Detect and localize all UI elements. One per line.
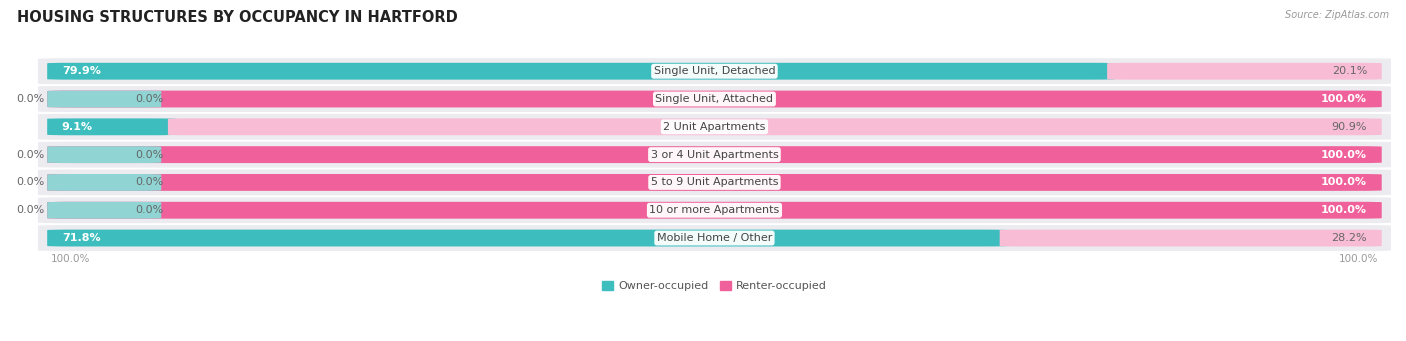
Text: 100.0%: 100.0%: [1322, 177, 1367, 188]
Text: 100.0%: 100.0%: [1322, 94, 1367, 104]
Text: 100.0%: 100.0%: [51, 254, 90, 264]
Text: 28.2%: 28.2%: [1331, 233, 1367, 243]
FancyBboxPatch shape: [48, 202, 162, 219]
Text: 0.0%: 0.0%: [136, 177, 165, 188]
Text: 0.0%: 0.0%: [136, 205, 165, 215]
Text: 0.0%: 0.0%: [136, 94, 165, 104]
Text: 10 or more Apartments: 10 or more Apartments: [650, 205, 779, 215]
Text: 0.0%: 0.0%: [17, 150, 45, 160]
Text: 9.1%: 9.1%: [62, 122, 93, 132]
Text: 79.9%: 79.9%: [62, 66, 101, 76]
FancyBboxPatch shape: [48, 91, 162, 107]
Text: HOUSING STRUCTURES BY OCCUPANCY IN HARTFORD: HOUSING STRUCTURES BY OCCUPANCY IN HARTF…: [17, 10, 457, 25]
FancyBboxPatch shape: [38, 58, 1391, 84]
Text: 0.0%: 0.0%: [136, 150, 165, 160]
Text: 100.0%: 100.0%: [1322, 150, 1367, 160]
FancyBboxPatch shape: [38, 225, 1391, 251]
Text: 0.0%: 0.0%: [17, 205, 45, 215]
FancyBboxPatch shape: [38, 169, 1391, 195]
Text: 0.0%: 0.0%: [17, 177, 45, 188]
FancyBboxPatch shape: [48, 202, 1382, 219]
Legend: Owner-occupied, Renter-occupied: Owner-occupied, Renter-occupied: [602, 281, 827, 291]
FancyBboxPatch shape: [48, 174, 1382, 191]
Text: Single Unit, Attached: Single Unit, Attached: [655, 94, 773, 104]
Text: 0.0%: 0.0%: [17, 94, 45, 104]
Text: Single Unit, Detached: Single Unit, Detached: [654, 66, 775, 76]
Text: 5 to 9 Unit Apartments: 5 to 9 Unit Apartments: [651, 177, 778, 188]
Text: 90.9%: 90.9%: [1331, 122, 1367, 132]
Text: 3 or 4 Unit Apartments: 3 or 4 Unit Apartments: [651, 150, 779, 160]
Text: 20.1%: 20.1%: [1331, 66, 1367, 76]
Text: 100.0%: 100.0%: [1339, 254, 1378, 264]
Text: 71.8%: 71.8%: [62, 233, 100, 243]
FancyBboxPatch shape: [1000, 229, 1382, 247]
FancyBboxPatch shape: [48, 146, 1382, 163]
FancyBboxPatch shape: [167, 118, 1382, 135]
FancyBboxPatch shape: [38, 86, 1391, 112]
FancyBboxPatch shape: [38, 197, 1391, 223]
Text: 2 Unit Apartments: 2 Unit Apartments: [664, 122, 766, 132]
FancyBboxPatch shape: [48, 146, 162, 163]
Text: 100.0%: 100.0%: [1322, 205, 1367, 215]
FancyBboxPatch shape: [38, 142, 1391, 167]
FancyBboxPatch shape: [38, 114, 1391, 140]
Text: Source: ZipAtlas.com: Source: ZipAtlas.com: [1285, 10, 1389, 20]
FancyBboxPatch shape: [48, 91, 1382, 107]
FancyBboxPatch shape: [48, 174, 162, 191]
FancyBboxPatch shape: [1107, 63, 1382, 80]
FancyBboxPatch shape: [48, 229, 1008, 247]
FancyBboxPatch shape: [48, 63, 1115, 80]
FancyBboxPatch shape: [48, 118, 176, 135]
Text: Mobile Home / Other: Mobile Home / Other: [657, 233, 772, 243]
